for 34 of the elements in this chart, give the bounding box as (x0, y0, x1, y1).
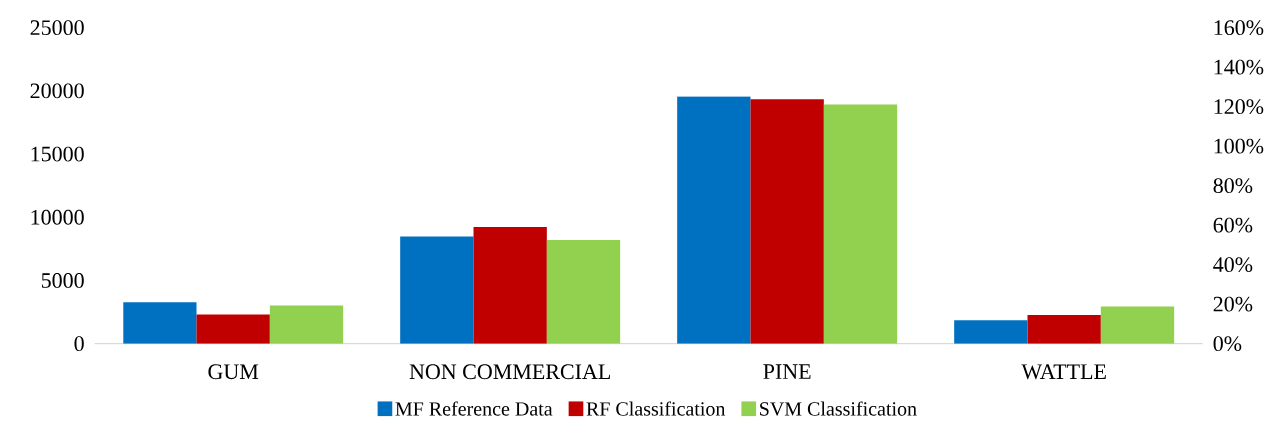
y-tick-label: 0 (74, 336, 84, 352)
y-tick-label: 20000 (30, 83, 84, 99)
y2-tick-label: 100% (1214, 138, 1264, 154)
x-tick-label: WATTLE (1021, 364, 1106, 380)
y-tick-label: 10000 (31, 209, 84, 225)
legend-label: RF Classification (586, 401, 726, 416)
bar (473, 227, 547, 344)
legend-label: SVM Classification (760, 401, 917, 416)
x-tick-label: NON COMMERCIAL (409, 364, 610, 380)
y2-tick-label: 140% (1214, 59, 1264, 75)
y2-tick-label: 60% (1213, 217, 1253, 233)
y2-tick-label: 120% (1214, 99, 1264, 115)
bar (823, 104, 898, 344)
bar (954, 320, 1028, 344)
bar (400, 236, 474, 344)
x-tick-label: PINE (763, 364, 811, 379)
x-tick-label: GUM (208, 364, 259, 380)
y2-tick-label: 0% (1213, 336, 1242, 352)
bar (123, 302, 197, 344)
y2-tick-label: 40% (1213, 257, 1253, 273)
bar (1100, 306, 1175, 344)
bar (546, 239, 621, 344)
y2-tick-label: 20% (1213, 296, 1253, 312)
y-tick-label: 25000 (30, 20, 84, 36)
bar (677, 96, 751, 344)
y-tick-label: 5000 (41, 273, 84, 288)
bar (196, 314, 270, 344)
bar (269, 305, 344, 344)
y-tick-label: 15000 (31, 146, 84, 162)
y2-tick-label: 160% (1214, 20, 1264, 36)
bar (1027, 315, 1101, 344)
y2-tick-label: 80% (1213, 178, 1253, 194)
legend-label: MF Reference Data (395, 401, 553, 416)
bar (750, 99, 824, 344)
